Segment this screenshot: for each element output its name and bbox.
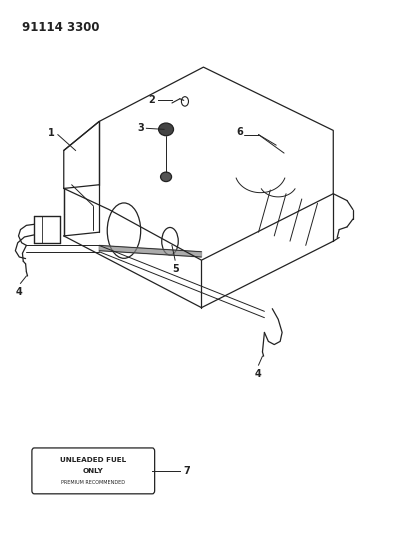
Text: ONLY: ONLY — [83, 468, 104, 474]
FancyBboxPatch shape — [32, 448, 155, 494]
Polygon shape — [99, 245, 201, 257]
Text: 6: 6 — [237, 127, 243, 137]
Text: 2: 2 — [149, 95, 156, 106]
Text: 5: 5 — [172, 264, 179, 274]
Text: 1: 1 — [48, 128, 55, 138]
Text: 7: 7 — [184, 466, 190, 476]
Text: PREMIUM RECOMMENDED: PREMIUM RECOMMENDED — [61, 480, 125, 485]
Text: UNLEADED FUEL: UNLEADED FUEL — [60, 457, 126, 463]
Ellipse shape — [160, 172, 172, 182]
Text: 91114 3300: 91114 3300 — [22, 21, 100, 34]
Text: 3: 3 — [137, 123, 144, 133]
Ellipse shape — [158, 123, 174, 136]
Text: 4: 4 — [254, 369, 261, 379]
Text: 4: 4 — [15, 287, 22, 296]
